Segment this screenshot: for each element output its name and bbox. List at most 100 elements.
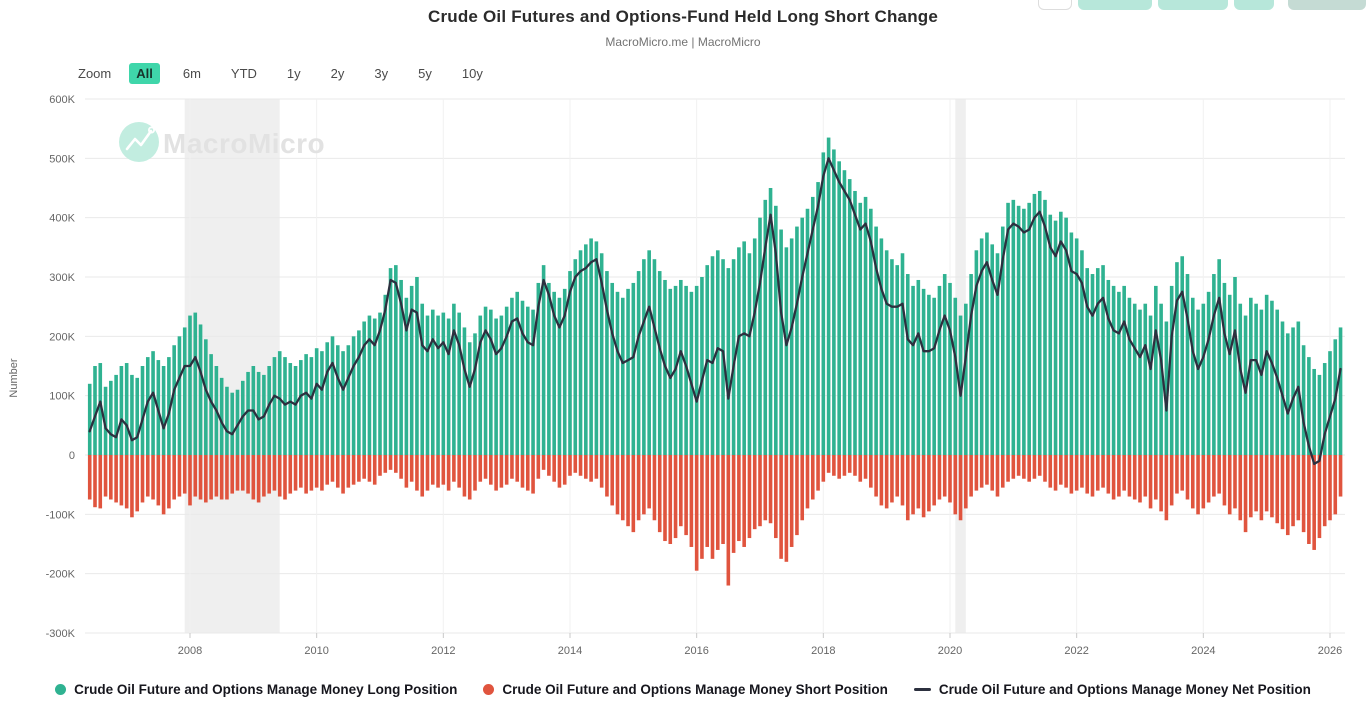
short-bar[interactable] xyxy=(251,455,256,500)
long-bar[interactable] xyxy=(1338,327,1343,455)
short-bar[interactable] xyxy=(942,455,947,497)
short-bar[interactable] xyxy=(742,455,746,547)
long-bar[interactable] xyxy=(151,351,155,455)
short-bar[interactable] xyxy=(515,455,520,482)
long-bar[interactable] xyxy=(620,297,625,455)
long-bar[interactable] xyxy=(525,306,530,455)
short-bar[interactable] xyxy=(1296,455,1301,521)
long-bar[interactable] xyxy=(969,274,973,455)
short-bar[interactable] xyxy=(436,455,440,488)
long-bar[interactable] xyxy=(1217,259,1221,455)
short-bar[interactable] xyxy=(499,455,504,488)
long-bar[interactable] xyxy=(726,268,731,455)
short-bar[interactable] xyxy=(467,455,472,500)
long-bar[interactable] xyxy=(700,277,704,455)
long-bar[interactable] xyxy=(1285,333,1290,455)
short-bar[interactable] xyxy=(1069,455,1074,494)
short-bar[interactable] xyxy=(1154,455,1158,500)
long-bar[interactable] xyxy=(679,279,683,455)
long-bar[interactable] xyxy=(372,318,377,455)
long-bar[interactable] xyxy=(879,238,884,455)
long-bar[interactable] xyxy=(890,259,894,455)
long-bar[interactable] xyxy=(1069,232,1074,455)
short-bar[interactable] xyxy=(979,455,984,488)
short-bar[interactable] xyxy=(657,455,662,533)
short-bar[interactable] xyxy=(525,455,530,491)
short-bar[interactable] xyxy=(758,455,762,527)
short-bar[interactable] xyxy=(615,455,620,515)
short-bar[interactable] xyxy=(1117,455,1121,497)
long-bar[interactable] xyxy=(452,303,456,455)
long-bar[interactable] xyxy=(510,297,514,455)
long-bar[interactable] xyxy=(357,330,361,455)
short-bar[interactable] xyxy=(726,455,731,586)
long-bar[interactable] xyxy=(805,208,810,455)
short-bar[interactable] xyxy=(599,455,604,488)
long-bar[interactable] xyxy=(1143,303,1148,455)
short-bar[interactable] xyxy=(905,455,910,521)
range-button-ytd[interactable]: YTD xyxy=(230,66,257,81)
long-bar[interactable] xyxy=(652,259,657,455)
long-bar[interactable] xyxy=(1053,220,1058,455)
range-button-2y[interactable]: 2y xyxy=(330,66,345,81)
short-bar[interactable] xyxy=(1037,455,1042,476)
short-bar[interactable] xyxy=(1127,455,1132,497)
top-button-outline[interactable] xyxy=(1038,0,1072,10)
long-bar[interactable] xyxy=(314,348,319,455)
long-bar[interactable] xyxy=(763,199,768,455)
long-bar[interactable] xyxy=(1164,321,1169,455)
short-bar[interactable] xyxy=(636,455,641,521)
short-bar[interactable] xyxy=(1053,455,1058,491)
long-bar[interactable] xyxy=(1106,279,1111,455)
short-bar[interactable] xyxy=(214,455,219,497)
long-bar[interactable] xyxy=(409,285,414,455)
long-bar[interactable] xyxy=(425,315,430,455)
long-bar[interactable] xyxy=(103,386,108,455)
long-bar[interactable] xyxy=(399,279,403,455)
long-bar[interactable] xyxy=(657,271,662,455)
short-bar[interactable] xyxy=(747,455,752,539)
short-position-bars[interactable] xyxy=(87,455,1343,586)
long-bar[interactable] xyxy=(378,312,382,455)
short-bar[interactable] xyxy=(145,455,150,497)
short-bar[interactable] xyxy=(969,455,973,497)
long-bar[interactable] xyxy=(504,306,509,455)
long-bar[interactable] xyxy=(1307,357,1311,455)
short-bar[interactable] xyxy=(800,455,805,521)
long-bar[interactable] xyxy=(1322,363,1327,455)
long-bar[interactable] xyxy=(87,383,92,455)
short-bar[interactable] xyxy=(541,455,546,470)
short-bar[interactable] xyxy=(552,455,556,482)
short-bar[interactable] xyxy=(1064,455,1068,488)
long-bar[interactable] xyxy=(1016,205,1021,455)
long-bar[interactable] xyxy=(193,312,198,455)
short-bar[interactable] xyxy=(895,455,900,497)
long-bar[interactable] xyxy=(985,232,989,455)
long-bar[interactable] xyxy=(853,190,857,456)
long-bar[interactable] xyxy=(1301,345,1306,455)
long-bar[interactable] xyxy=(584,244,588,455)
long-bar[interactable] xyxy=(182,327,187,455)
short-bar[interactable] xyxy=(1048,455,1053,488)
short-bar[interactable] xyxy=(388,455,393,470)
short-bar[interactable] xyxy=(452,455,456,482)
short-bar[interactable] xyxy=(314,455,319,488)
short-bar[interactable] xyxy=(1000,455,1005,488)
short-bar[interactable] xyxy=(921,455,926,518)
short-bar[interactable] xyxy=(1270,455,1274,518)
short-bar[interactable] xyxy=(309,455,314,491)
long-bar[interactable] xyxy=(1000,226,1005,455)
long-bar[interactable] xyxy=(230,392,235,455)
long-bar[interactable] xyxy=(383,294,388,455)
long-bar[interactable] xyxy=(562,288,567,455)
short-bar[interactable] xyxy=(114,455,118,503)
long-bar[interactable] xyxy=(489,309,493,455)
long-bar[interactable] xyxy=(167,357,171,455)
short-bar[interactable] xyxy=(1328,455,1332,521)
short-bar[interactable] xyxy=(948,455,952,503)
long-bar[interactable] xyxy=(1243,315,1248,455)
short-bar[interactable] xyxy=(219,455,224,500)
short-bar[interactable] xyxy=(684,455,688,536)
short-bar[interactable] xyxy=(140,455,145,503)
long-bar[interactable] xyxy=(752,238,757,455)
